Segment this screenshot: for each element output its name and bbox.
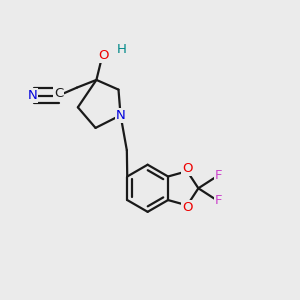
Text: N: N [27, 89, 37, 102]
Text: F: F [215, 169, 223, 182]
Text: O: O [182, 201, 192, 214]
Text: O: O [98, 49, 109, 62]
Text: C: C [54, 87, 63, 100]
Text: H: H [116, 43, 126, 56]
Text: O: O [182, 162, 192, 175]
Text: F: F [215, 194, 223, 207]
Text: N: N [116, 109, 125, 122]
